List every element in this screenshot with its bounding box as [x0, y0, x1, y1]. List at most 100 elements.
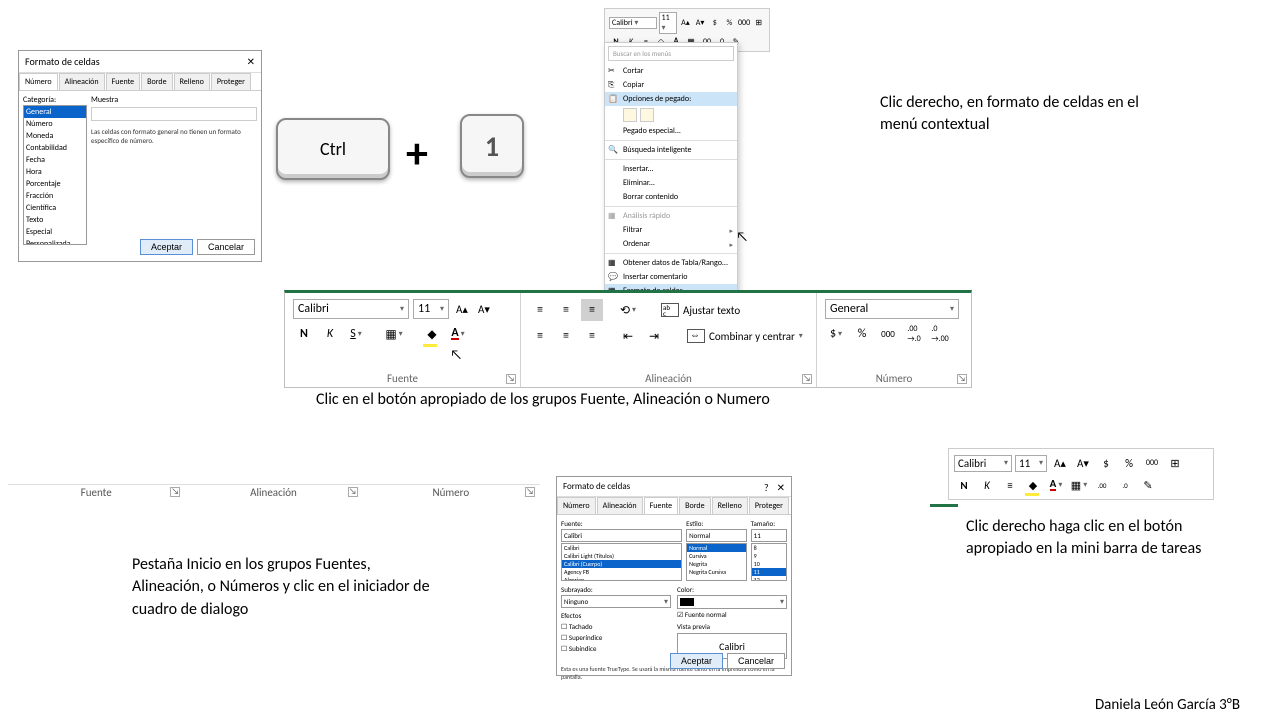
decrease-font-icon[interactable]: A▾ — [1073, 454, 1093, 472]
merge-icon[interactable]: ⊞ — [1165, 454, 1185, 472]
tab-protect[interactable]: Proteger — [211, 73, 251, 90]
decimal-dec-icon[interactable]: .0→.00 — [929, 323, 951, 345]
dialog-launcher-icon[interactable]: ↘ — [170, 487, 180, 497]
wrap-text-icon[interactable]: abc — [661, 303, 679, 317]
align-top-icon[interactable]: ≡ — [529, 299, 551, 321]
underline-button[interactable]: S — [345, 323, 367, 345]
merge-icon[interactable] — [687, 329, 705, 343]
size-select[interactable]: 11▾ — [1015, 455, 1047, 472]
bold-button[interactable]: N — [954, 476, 974, 494]
italic-button[interactable]: K — [977, 476, 997, 494]
increase-font-icon[interactable]: A▴ — [1050, 454, 1070, 472]
thousands-icon[interactable]: 000 — [1142, 454, 1162, 472]
number-format-select[interactable]: General▾ — [825, 299, 959, 319]
menu-filter[interactable]: Filtrar — [605, 223, 737, 237]
tab-alignment[interactable]: Alineación — [59, 73, 105, 90]
decimal-inc-icon[interactable]: .00→.0 — [903, 323, 925, 345]
size-select[interactable]: 11▾ — [413, 299, 449, 319]
percent-icon[interactable]: % — [723, 17, 736, 29]
size-list[interactable]: 8 9 10 11 12 — [751, 543, 787, 581]
category-list[interactable]: General Número Moneda Contabilidad Fecha… — [23, 105, 87, 245]
style-input[interactable]: Normal — [686, 529, 747, 542]
align-left-icon[interactable]: ≡ — [529, 325, 551, 347]
tab-font[interactable]: Fuente — [644, 497, 679, 514]
currency-icon[interactable]: $ — [1096, 454, 1116, 472]
superscript-check[interactable]: ☐ Superíndice — [561, 633, 671, 642]
decrease-font-icon[interactable]: A▾ — [694, 17, 707, 29]
subscript-check[interactable]: ☐ Subíndice — [561, 644, 671, 653]
dialog-launcher-icon[interactable]: ↘ — [957, 374, 967, 384]
menu-sort[interactable]: Ordenar — [605, 237, 737, 251]
ok-button[interactable]: Aceptar — [670, 653, 723, 669]
menu-cut[interactable]: ✂Cortar — [605, 64, 737, 78]
tab-number[interactable]: Número — [557, 497, 596, 514]
font-input[interactable]: Calibri — [561, 529, 682, 542]
menu-smart-lookup[interactable]: 🔍Búsqueda inteligente — [605, 143, 737, 157]
font-select[interactable]: Calibri▾ — [954, 455, 1012, 472]
increase-font-icon[interactable]: A▴ — [679, 17, 692, 29]
close-icon[interactable]: ✕ — [247, 55, 255, 68]
font-color-button[interactable]: A — [447, 323, 469, 345]
percent-icon[interactable]: % — [1119, 454, 1139, 472]
percent-icon[interactable]: % — [851, 323, 873, 345]
indent-inc-icon[interactable]: ⇥ — [643, 325, 665, 347]
border-button[interactable]: ▦ — [383, 323, 405, 345]
align-bottom-icon[interactable]: ≡ — [581, 299, 603, 321]
thousands-icon[interactable]: 000 — [738, 17, 751, 29]
help-icon[interactable]: ? — [764, 481, 769, 494]
size-select[interactable]: 11 ▾ — [659, 12, 678, 34]
menu-copy[interactable]: ⎘Copiar — [605, 78, 737, 92]
currency-icon[interactable]: $ — [825, 323, 847, 345]
strikethrough-check[interactable]: ☐ Tachado — [561, 622, 671, 631]
menu-search[interactable]: Buscar en los menús — [608, 46, 734, 61]
tab-alignment[interactable]: Alineación — [597, 497, 643, 514]
tab-protect[interactable]: Proteger — [749, 497, 789, 514]
align-right-icon[interactable]: ≡ — [581, 325, 603, 347]
align-icon[interactable]: ≡ — [1000, 476, 1020, 494]
currency-icon[interactable]: $ — [708, 17, 721, 29]
tab-border[interactable]: Borde — [679, 497, 710, 514]
dialog-launcher-icon[interactable]: ↘ — [348, 487, 358, 497]
tab-font[interactable]: Fuente — [106, 73, 141, 90]
format-painter-icon[interactable]: ✎ — [1138, 476, 1158, 494]
thousands-icon[interactable]: 000 — [877, 323, 899, 345]
font-list[interactable]: Calibri Calibri Light (Títulos) Calibri … — [561, 543, 682, 581]
dialog-launcher-icon[interactable]: ↘ — [802, 374, 812, 384]
italic-button[interactable]: K — [319, 323, 341, 345]
tab-border[interactable]: Borde — [141, 73, 172, 90]
font-select[interactable]: Calibri ▾ — [609, 17, 657, 29]
font-color-button[interactable]: A — [1046, 476, 1066, 494]
align-center-icon[interactable]: ≡ — [555, 325, 577, 347]
decimal-inc-icon[interactable]: .00 — [1092, 476, 1112, 494]
fill-color-button[interactable]: ◆ — [421, 323, 443, 345]
decrease-font-icon[interactable]: A▾ — [475, 300, 493, 318]
tab-number[interactable]: Número — [19, 73, 58, 90]
cancel-button[interactable]: Cancelar — [197, 239, 255, 255]
paste-options-icons[interactable] — [605, 106, 737, 124]
menu-table-data[interactable]: ▦Obtener datos de Tabla/Rango... — [605, 256, 737, 270]
menu-clear[interactable]: Borrar contenido — [605, 190, 737, 204]
dialog-launcher-icon[interactable]: ↘ — [525, 487, 535, 497]
tab-fill[interactable]: Relleno — [712, 497, 748, 514]
align-middle-icon[interactable]: ≡ — [555, 299, 577, 321]
decimal-dec-icon[interactable]: .0 — [1115, 476, 1135, 494]
size-input[interactable]: 11 — [751, 529, 787, 542]
normal-font-check[interactable]: ☑ Fuente normal — [677, 610, 787, 619]
menu-delete[interactable]: Eliminar... — [605, 176, 737, 190]
ok-button[interactable]: Aceptar — [140, 239, 193, 255]
bold-button[interactable]: N — [293, 323, 315, 345]
wrap-text-label[interactable]: Ajustar texto — [683, 304, 740, 317]
font-select[interactable]: Calibri▾ — [293, 299, 409, 319]
cancel-button[interactable]: Cancelar — [727, 653, 785, 669]
underline-select[interactable]: Ninguno ▾ — [561, 595, 671, 608]
dialog-launcher-icon[interactable]: ↘ — [506, 374, 516, 384]
menu-insert-comment[interactable]: 💬Insertar comentario — [605, 270, 737, 284]
border-button[interactable]: ▦ — [1069, 476, 1089, 494]
menu-paste-special[interactable]: Pegado especial... — [605, 124, 737, 138]
menu-insert[interactable]: Insertar... — [605, 162, 737, 176]
tab-fill[interactable]: Relleno — [174, 73, 210, 90]
orientation-icon[interactable]: ⟲ — [617, 299, 639, 321]
fill-color-button[interactable]: ◆ — [1023, 476, 1043, 494]
merge-label[interactable]: Combinar y centrar — [709, 330, 795, 343]
merge-icon[interactable]: ⊞ — [752, 17, 765, 29]
